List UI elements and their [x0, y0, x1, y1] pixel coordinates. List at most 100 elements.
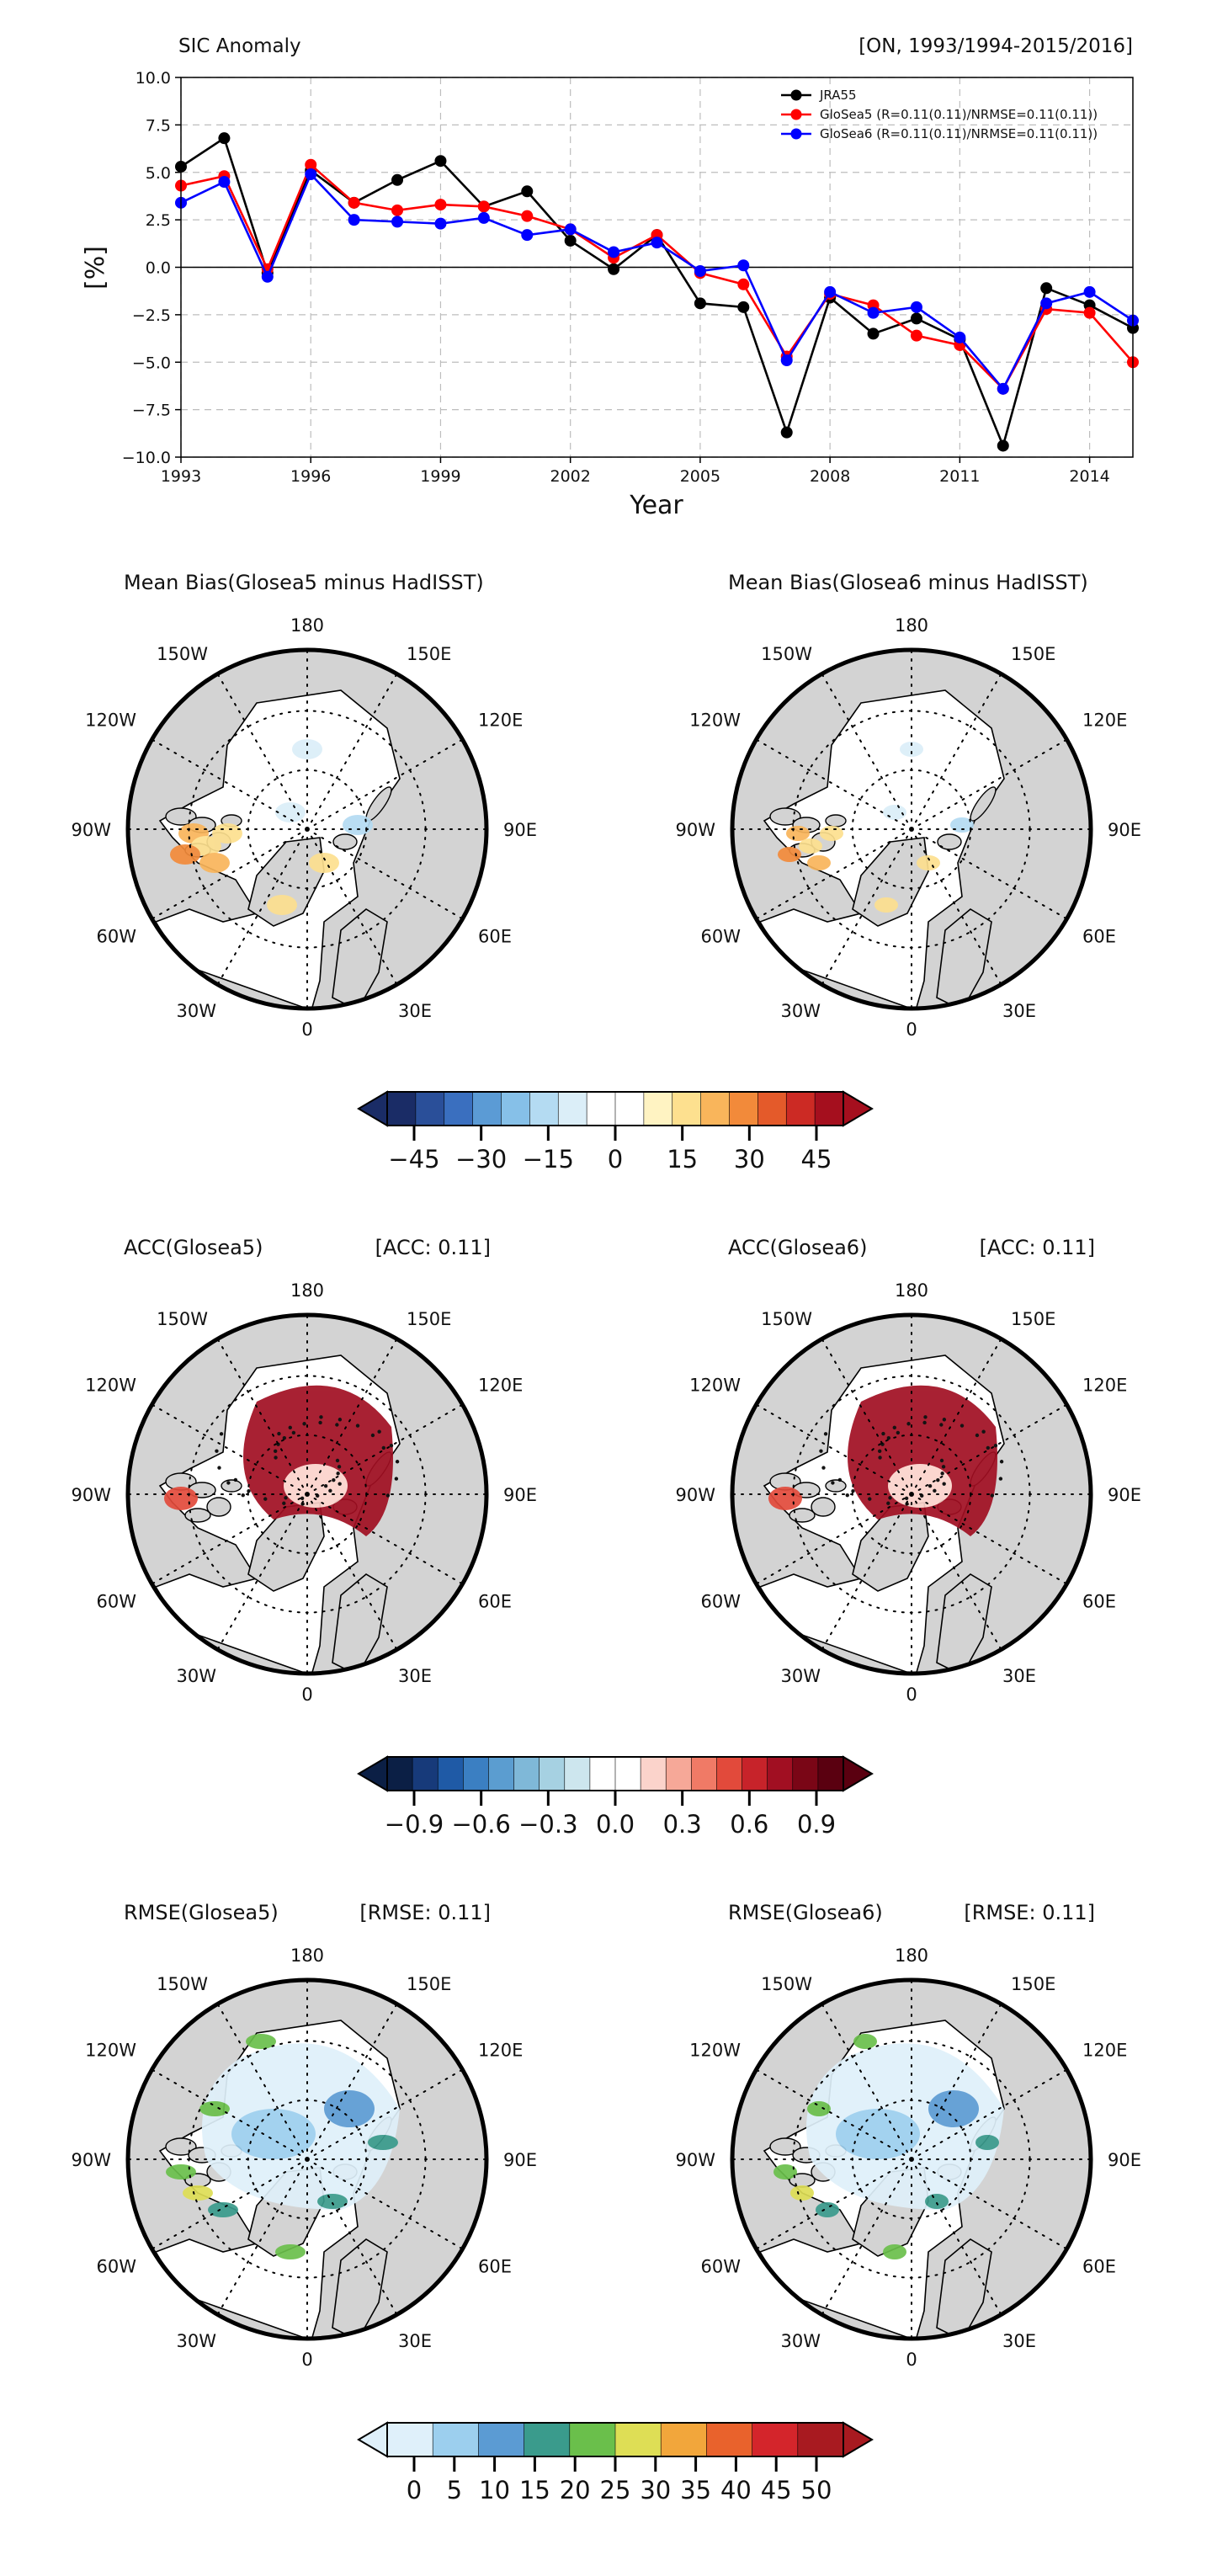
longitude-label: 180	[290, 615, 324, 636]
field-overlay	[778, 742, 974, 913]
colorbar-tick-label: 10	[479, 2476, 510, 2504]
data-point	[737, 259, 750, 272]
colorbar-swatch	[564, 1756, 591, 1791]
bias-patch	[874, 897, 898, 913]
data-point	[305, 168, 317, 181]
significance-dot	[335, 1423, 339, 1427]
data-point	[867, 306, 880, 319]
data-point	[391, 216, 404, 228]
colorbar-tick-label: 0	[407, 2476, 422, 2504]
colorbar-tick-label: −15	[523, 1145, 574, 1174]
longitude-label: 60W	[97, 1592, 137, 1612]
longitude-label: 150E	[1011, 1974, 1055, 1994]
significance-dot	[923, 1415, 928, 1419]
longitude-label: 30E	[398, 2331, 432, 2351]
acc-high-region	[848, 1385, 997, 1536]
significance-dot	[877, 1449, 882, 1453]
colorbar-swatch	[752, 2422, 799, 2457]
map-row-rmse: RMSE(Glosea5) [RMSE: 0.11] 180 150E 120E 90E 6…	[72, 1901, 1142, 2504]
acc-patch	[164, 1487, 198, 1510]
longitude-label: 60E	[478, 1592, 512, 1612]
colorbar-swatch	[472, 1091, 502, 1126]
colorbar-tick-label: 0	[608, 1145, 623, 1174]
data-point	[391, 173, 404, 186]
longitude-label: 120E	[478, 711, 523, 731]
colorbar-swatch	[672, 1091, 702, 1126]
bias-patch	[883, 805, 906, 820]
bias-patch	[292, 739, 322, 759]
data-point	[434, 155, 447, 168]
longitude-label: 120E	[1082, 711, 1127, 731]
panel-metric: [RMSE: 0.11]	[359, 1901, 491, 1924]
longitude-label: 120W	[689, 2041, 741, 2061]
legend-label: JRA55	[819, 88, 857, 103]
colorbar-extend-left	[357, 2421, 388, 2458]
significance-dot	[998, 1477, 1003, 1481]
colorbar-swatch	[463, 1756, 490, 1791]
significance-dot	[881, 1431, 885, 1436]
significance-dot	[332, 1477, 336, 1482]
colorbar-extend-left	[357, 1755, 388, 1792]
colorbar-tick-label: 0.9	[797, 1810, 836, 1839]
significance-dot	[936, 1477, 940, 1482]
significance-dot	[282, 1501, 286, 1505]
polar-map-panel: RMSE(Glosea5) [RMSE: 0.11] 180 150E 120E 90E 6…	[72, 1901, 538, 2370]
longitude-label: 60E	[478, 927, 512, 947]
longitude-label: 0	[301, 1019, 312, 1040]
significance-dot	[981, 1429, 986, 1434]
overlay-clip	[768, 1385, 1004, 1536]
colorbar-tick-label: −30	[455, 1145, 507, 1174]
colorbar-swatch	[386, 2422, 434, 2457]
data-point	[521, 185, 534, 198]
overlay-clip	[164, 1385, 400, 1536]
significance-dot	[906, 1422, 911, 1426]
data-point	[477, 211, 490, 224]
panel-metric: [RMSE: 0.11]	[964, 1901, 1095, 1924]
acc-patch	[768, 1487, 802, 1510]
colorbar-swatch	[557, 1091, 587, 1126]
significance-dot	[904, 1496, 909, 1501]
longitude-label: 90E	[503, 1485, 537, 1505]
colorbar-tick-label: 30	[734, 1145, 765, 1174]
longitude-label: 120W	[85, 1376, 136, 1396]
colorbar: −0.9 −0.6 −0.3 0.0 0.3 0.6 0.9	[357, 1755, 874, 1839]
series-group	[175, 132, 1139, 452]
panel-title: ACC(Glosea6)	[728, 1236, 867, 1259]
rmse-edge-patch	[208, 2202, 238, 2217]
polar-map-panel: Mean Bias(Glosea5 minus HadISST) 180 150E 1…	[72, 571, 538, 1040]
rmse-edge-patch	[166, 2164, 196, 2179]
longitude-label: 90W	[676, 820, 716, 840]
significance-dot	[939, 1423, 944, 1427]
legend-marker	[790, 109, 802, 120]
colorbar-swatch	[412, 1756, 439, 1791]
y-axis-label: [%]	[81, 246, 110, 290]
data-point	[824, 285, 837, 298]
significance-dot	[892, 1425, 896, 1430]
colorbar-swatch	[691, 1756, 718, 1791]
data-point	[780, 426, 793, 439]
colorbar-swatch	[700, 1091, 731, 1126]
significance-dot	[389, 1443, 394, 1448]
data-point	[954, 331, 966, 343]
significance-dot	[302, 1422, 306, 1426]
x-tick-label: 2008	[810, 467, 850, 486]
panel-title: Mean Bias(Glosea5 minus HadISST)	[124, 571, 484, 594]
longitude-label: 120W	[689, 1376, 741, 1396]
line-chart-subtitle: [ON, 1993/1994-2015/2016]	[858, 35, 1133, 57]
colorbar-swatch	[706, 2422, 753, 2457]
bias-patch	[807, 855, 831, 870]
colorbar-tick-label: 30	[640, 2476, 671, 2504]
data-point	[348, 214, 360, 226]
significance-dot	[837, 1477, 843, 1482]
data-point	[564, 234, 577, 247]
colorbar-tick-label: −45	[388, 1145, 439, 1174]
significance-dot	[819, 1449, 823, 1453]
rmse-region	[836, 2109, 920, 2159]
significance-dot	[377, 1429, 381, 1434]
longitude-label: 60W	[701, 927, 742, 947]
colorbar-tick-label: 45	[801, 1145, 832, 1174]
significance-dot	[219, 1432, 224, 1436]
colorbar-swatch	[660, 2422, 708, 2457]
data-point	[261, 270, 274, 283]
polar-map-panel: ACC(Glosea6) [ACC: 0.11] 180 150E 120E 90E 60E…	[676, 1236, 1142, 1705]
